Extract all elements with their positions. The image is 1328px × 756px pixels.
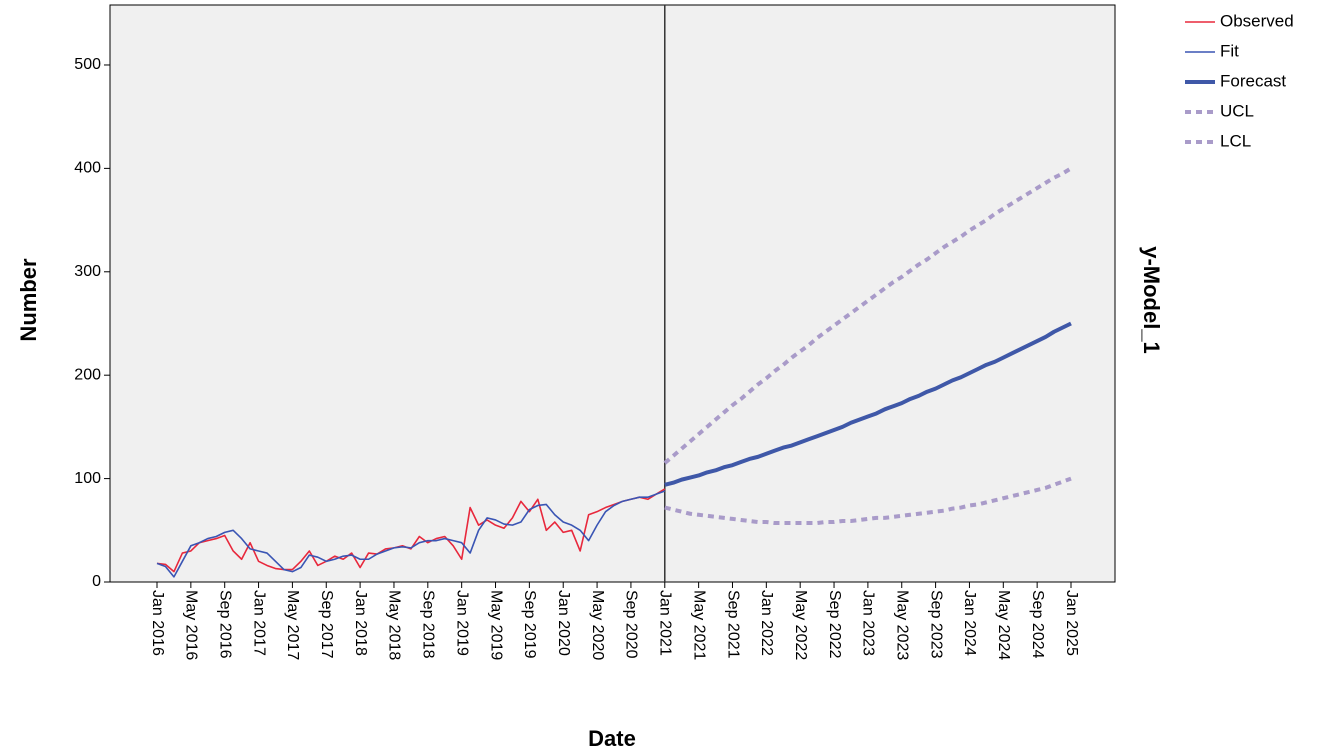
x-tick-label: Sep 2017 bbox=[318, 590, 335, 659]
y-tick-label: 200 bbox=[74, 366, 101, 383]
x-tick-label: May 2023 bbox=[894, 590, 911, 660]
x-tick-label: Sep 2021 bbox=[724, 590, 741, 659]
x-tick-label: Sep 2024 bbox=[1029, 590, 1046, 659]
x-tick-label: May 2024 bbox=[995, 590, 1012, 660]
x-tick-label: Jan 2023 bbox=[860, 590, 877, 656]
x-tick-label: May 2022 bbox=[792, 590, 809, 660]
x-tick-label: Sep 2018 bbox=[420, 590, 437, 659]
y-tick-label: 500 bbox=[74, 56, 101, 73]
x-tick-label: May 2018 bbox=[386, 590, 403, 660]
series-line bbox=[663, 166, 1073, 465]
x-tick-label: Sep 2023 bbox=[927, 590, 944, 659]
y-tick-label: 100 bbox=[74, 470, 101, 487]
x-tick-label: Jan 2022 bbox=[758, 590, 775, 656]
series-line bbox=[156, 488, 666, 573]
x-tick-label: Jan 2025 bbox=[1063, 590, 1080, 656]
x-tick-label: Jan 2020 bbox=[555, 590, 572, 656]
x-tick-label: May 2020 bbox=[589, 590, 606, 660]
legend-label: Fit bbox=[1220, 41, 1239, 60]
right-title: y-Model_1 bbox=[1139, 246, 1164, 354]
x-tick-label: Sep 2020 bbox=[623, 590, 640, 659]
y-tick-label: 400 bbox=[74, 160, 101, 177]
x-tick-label: Jan 2016 bbox=[149, 590, 166, 656]
series-line bbox=[664, 321, 1072, 487]
x-tick-label: May 2021 bbox=[690, 590, 707, 660]
x-tick-label: Jan 2017 bbox=[250, 590, 267, 656]
x-axis-title: Date bbox=[588, 726, 636, 751]
legend-label: UCL bbox=[1220, 101, 1254, 120]
x-tick-label: May 2019 bbox=[487, 590, 504, 660]
legend-label: LCL bbox=[1220, 131, 1251, 150]
x-tick-label: May 2016 bbox=[183, 590, 200, 660]
x-tick-label: Jan 2019 bbox=[453, 590, 470, 656]
x-tick-label: May 2017 bbox=[284, 590, 301, 660]
legend-label: Observed bbox=[1220, 11, 1294, 30]
x-tick-label: Jan 2021 bbox=[657, 590, 674, 656]
series-line bbox=[156, 490, 666, 578]
x-tick-label: Jan 2024 bbox=[961, 590, 978, 656]
x-tick-label: Sep 2016 bbox=[216, 590, 233, 659]
series-line bbox=[664, 476, 1072, 526]
y-axis-title: Number bbox=[16, 258, 41, 342]
plot-area bbox=[109, 4, 1116, 583]
x-tick-label: Sep 2022 bbox=[826, 590, 843, 659]
y-tick-label: 0 bbox=[92, 573, 101, 590]
y-tick-label: 300 bbox=[74, 263, 101, 280]
x-tick-label: Sep 2019 bbox=[521, 590, 538, 659]
x-tick-label: Jan 2018 bbox=[352, 590, 369, 656]
legend-label: Forecast bbox=[1220, 71, 1286, 90]
